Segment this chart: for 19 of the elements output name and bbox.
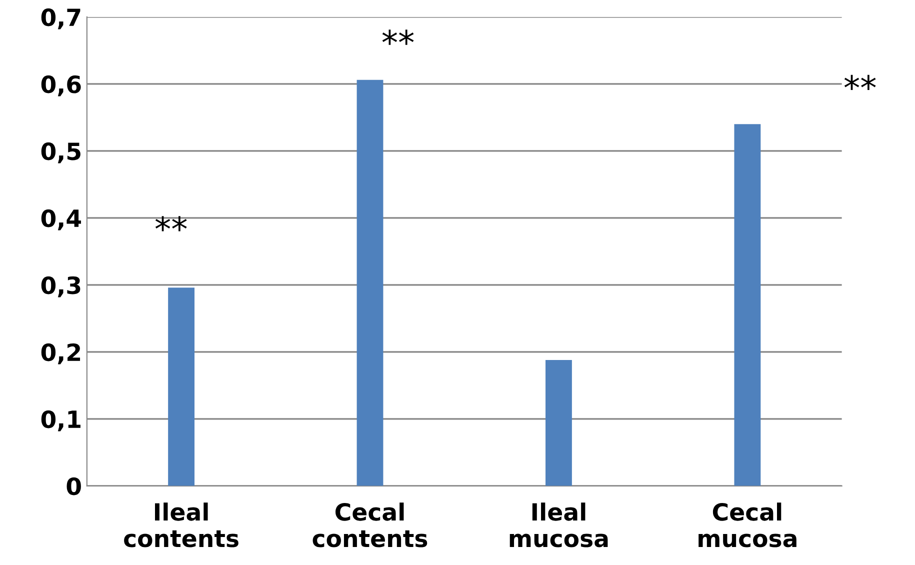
annotation: ** [382, 30, 414, 45]
y-tick-label: 0,7 [41, 8, 80, 30]
y-tick-label: 0,5 [41, 142, 80, 164]
annotation: ** [155, 216, 187, 232]
text: ** [844, 74, 876, 90]
bar [734, 124, 761, 486]
y-tick-label: 0,6 [41, 75, 81, 96]
y-tick-label: 0 [66, 477, 81, 496]
x-tick-label: Ileal mucosa [510, 502, 608, 548]
x-tick-label: Cecal contents [312, 502, 428, 548]
bar [546, 360, 572, 486]
y-tick-label: 0,4 [41, 209, 81, 230]
y-tick-label: 0,2 [41, 343, 80, 364]
bar [168, 288, 194, 486]
y-tick-label: 0,1 [41, 410, 80, 432]
bar [356, 80, 384, 486]
x-tick-label: Cecal mucosa [698, 502, 796, 548]
x-tick-label: Ileal contents [124, 502, 238, 548]
y-tick-label: 0,3 [41, 276, 80, 298]
